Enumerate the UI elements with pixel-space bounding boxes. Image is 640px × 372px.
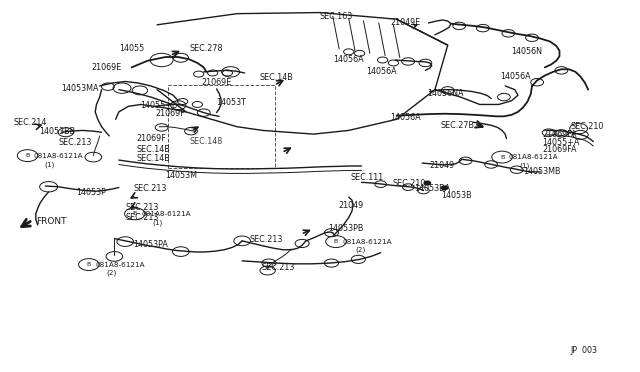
Text: 21069F: 21069F (156, 109, 185, 118)
Text: 14053T: 14053T (216, 98, 246, 107)
Text: 14053MA: 14053MA (61, 84, 99, 93)
Text: 14053M: 14053M (166, 171, 198, 180)
Text: 14056A: 14056A (390, 113, 421, 122)
Text: SEC.14B: SEC.14B (136, 145, 170, 154)
Text: 14056NA: 14056NA (428, 89, 464, 98)
Text: 14056A: 14056A (366, 67, 397, 76)
Text: 21069E: 21069E (92, 63, 122, 72)
Text: SEC.214: SEC.214 (13, 119, 47, 128)
Text: 21069FA: 21069FA (542, 145, 577, 154)
Text: 081A8-6121A: 081A8-6121A (34, 153, 84, 158)
Text: 14053BA: 14053BA (415, 184, 451, 193)
Text: B: B (86, 262, 91, 267)
Text: 14053MB: 14053MB (523, 167, 561, 176)
Text: 14055: 14055 (119, 44, 144, 53)
Text: (2): (2) (107, 270, 117, 276)
Text: FRONT: FRONT (36, 217, 67, 226)
Text: B: B (132, 211, 137, 216)
Text: (1): (1) (153, 219, 163, 225)
Text: SEC.27B: SEC.27B (440, 121, 474, 130)
Text: 081A8-6121A: 081A8-6121A (508, 154, 558, 160)
Text: 14053P: 14053P (76, 188, 106, 197)
Text: 14055+A: 14055+A (542, 138, 580, 147)
Text: SEC.213: SEC.213 (250, 235, 283, 244)
Text: 21049: 21049 (430, 161, 455, 170)
Text: (1): (1) (519, 162, 529, 169)
Text: 14056N: 14056N (511, 47, 543, 56)
Text: SEC.213: SEC.213 (125, 203, 159, 212)
Text: SEC.213: SEC.213 (134, 185, 167, 193)
Text: 14056A: 14056A (500, 72, 531, 81)
Text: SEC.278: SEC.278 (189, 44, 223, 53)
Text: 21069E: 21069E (202, 78, 232, 87)
Bar (168, 85, 275, 168)
Text: 14055+B: 14055+B (140, 101, 177, 110)
Text: 21049E: 21049E (390, 19, 420, 28)
Text: (2): (2) (355, 247, 365, 253)
Text: SEC.14B: SEC.14B (136, 154, 170, 163)
Text: SEC.213: SEC.213 (261, 263, 294, 272)
Text: 081A8-6121A: 081A8-6121A (342, 238, 392, 245)
Circle shape (442, 186, 448, 190)
Circle shape (424, 181, 431, 185)
Text: 21069F: 21069F (136, 134, 166, 143)
Text: JP  003: JP 003 (570, 346, 597, 355)
Text: 21049: 21049 (338, 201, 363, 210)
Text: SEC.213: SEC.213 (125, 213, 159, 222)
Text: SEC.210: SEC.210 (393, 179, 426, 187)
Text: 081A8-6121A: 081A8-6121A (95, 262, 145, 267)
Text: 081A8-6121A: 081A8-6121A (141, 211, 191, 217)
Text: 14053B: 14053B (442, 191, 472, 200)
Text: 14053PA: 14053PA (134, 240, 168, 249)
Text: SEC.210: SEC.210 (570, 122, 604, 131)
Text: SEC.163: SEC.163 (320, 12, 353, 21)
Text: 14056A: 14056A (333, 55, 364, 64)
Text: (1): (1) (44, 161, 54, 168)
Text: 21069FA: 21069FA (542, 130, 577, 140)
Text: 14053BB: 14053BB (39, 126, 75, 136)
Text: SEC.111: SEC.111 (351, 173, 384, 182)
Text: B: B (26, 153, 29, 158)
Text: SEC.148: SEC.148 (189, 137, 222, 146)
Text: SEC.213: SEC.213 (58, 138, 92, 147)
Text: SEC.14B: SEC.14B (259, 73, 293, 82)
Text: 14053PB: 14053PB (328, 224, 363, 234)
Text: B: B (334, 239, 338, 244)
Text: B: B (500, 155, 504, 160)
